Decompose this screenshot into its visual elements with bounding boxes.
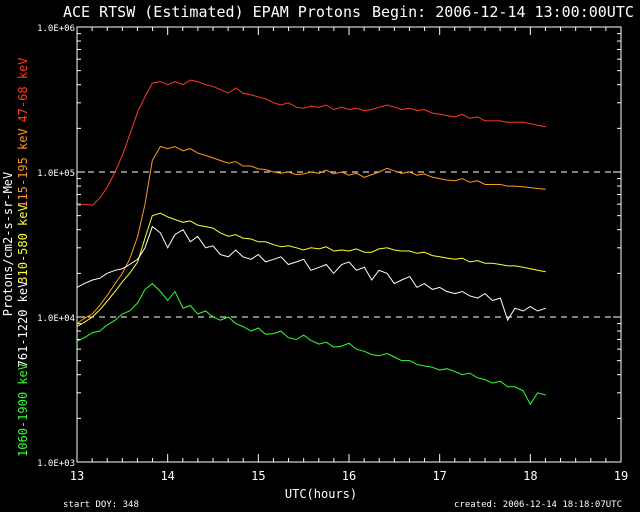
x-tick-label: 13 bbox=[70, 469, 84, 483]
begin-label: Begin: 2006-12-14 13:00:00UTC bbox=[372, 3, 634, 21]
channel-label: 1060-1900 keV bbox=[16, 363, 30, 457]
y-tick-labels: 1.0E+03 1.0E+04 1.0E+05 1.0E+06 bbox=[37, 24, 75, 469]
y-tick-label: 1.0E+04 bbox=[37, 314, 75, 324]
axis-ticks bbox=[76, 26, 622, 463]
series-line bbox=[76, 145, 546, 325]
x-tick-label: 14 bbox=[160, 469, 174, 483]
grid-lines bbox=[77, 171, 621, 318]
y-tick-label: 1.0E+05 bbox=[37, 169, 75, 179]
data-lines bbox=[76, 79, 546, 406]
y-axis-label: Protons/cm2-s-sr-MeV bbox=[1, 172, 15, 317]
y-tick-label: 1.0E+06 bbox=[37, 24, 75, 34]
channel-label: 761-1220 keV bbox=[16, 281, 30, 368]
series-line bbox=[76, 79, 546, 207]
x-tick-label: 17 bbox=[432, 469, 446, 483]
channel-label: 47-68 keV bbox=[16, 57, 30, 122]
channel-label: 115-195 keV bbox=[16, 128, 30, 207]
series-line bbox=[76, 212, 546, 327]
x-tick-label: 19 bbox=[614, 469, 628, 483]
x-axis-label: UTC(hours) bbox=[285, 487, 357, 501]
footer-created: created: 2006-12-14 18:18:07UTC bbox=[454, 500, 622, 510]
series-line bbox=[76, 225, 546, 322]
x-tick-label: 15 bbox=[251, 469, 265, 483]
y-tick-label: 1.0E+03 bbox=[37, 459, 75, 469]
x-tick-label: 18 bbox=[523, 469, 537, 483]
series-line bbox=[76, 282, 546, 406]
footer-start-doy: start DOY: 348 bbox=[63, 500, 139, 510]
channel-label: 310-580 keV bbox=[16, 204, 30, 283]
chart-title: ACE RTSW (Estimated) EPAM Protons bbox=[63, 3, 361, 21]
x-tick-labels: 13 14 15 16 17 18 19 bbox=[70, 469, 628, 483]
x-tick-label: 16 bbox=[342, 469, 356, 483]
